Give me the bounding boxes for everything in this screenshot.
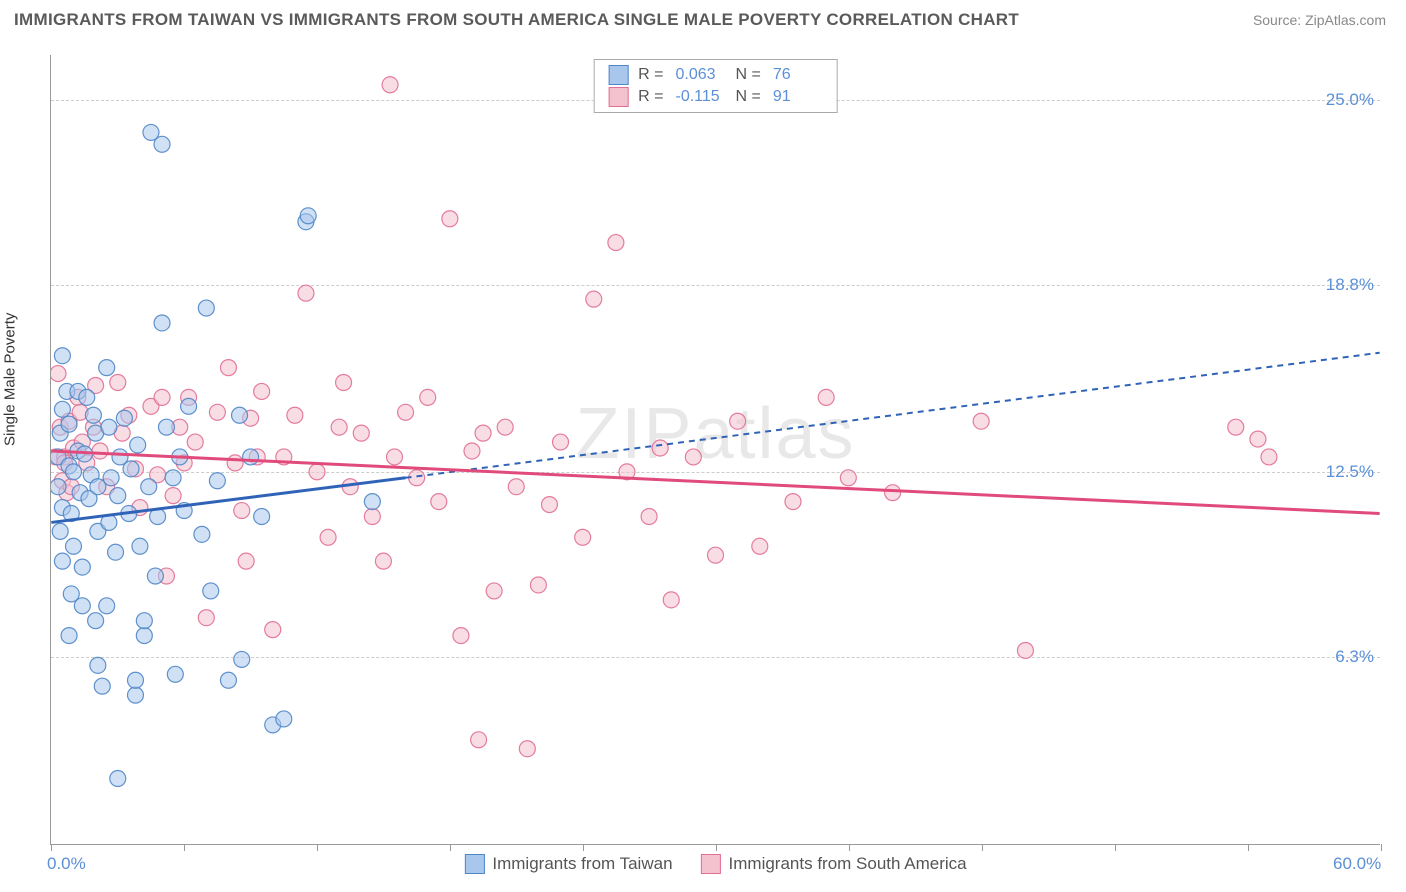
x-tick — [184, 844, 185, 851]
x-tick — [1115, 844, 1116, 851]
legend-item-2: Immigrants from South America — [701, 854, 967, 874]
r-label: R = — [638, 88, 663, 106]
swatch-icon — [464, 854, 484, 874]
x-tick — [716, 844, 717, 851]
x-tick — [849, 844, 850, 851]
correlation-legend: R = 0.063 N = 76 R = -0.115 N = 91 — [593, 59, 838, 113]
r-label: R = — [638, 66, 663, 84]
x-tick — [1381, 844, 1382, 851]
chart-container: IMMIGRANTS FROM TAIWAN VS IMMIGRANTS FRO… — [0, 0, 1406, 892]
x-tick-label: 60.0% — [1333, 854, 1381, 874]
scatter-svg — [51, 55, 1380, 844]
x-tick — [1248, 844, 1249, 851]
n-value: 91 — [773, 88, 823, 106]
swatch-icon — [608, 87, 628, 107]
x-tick — [317, 844, 318, 851]
x-tick — [450, 844, 451, 851]
swatch-icon — [608, 65, 628, 85]
legend-item-1: Immigrants from Taiwan — [464, 854, 672, 874]
n-value: 76 — [773, 66, 823, 84]
source-label: Source: ZipAtlas.com — [1253, 12, 1386, 28]
legend-row-series-1: R = 0.063 N = 76 — [608, 64, 823, 86]
n-label: N = — [736, 66, 761, 84]
x-tick-label: 0.0% — [47, 854, 86, 874]
legend-label: Immigrants from South America — [729, 854, 967, 874]
n-label: N = — [736, 88, 761, 106]
plot-area: ZIPatlas R = 0.063 N = 76 R = -0.115 N =… — [50, 55, 1380, 845]
swatch-icon — [701, 854, 721, 874]
x-tick — [583, 844, 584, 851]
chart-title: IMMIGRANTS FROM TAIWAN VS IMMIGRANTS FRO… — [14, 10, 1019, 30]
y-axis-label: Single Male Poverty — [2, 313, 19, 446]
x-tick — [51, 844, 52, 851]
legend-label: Immigrants from Taiwan — [492, 854, 672, 874]
series-legend: Immigrants from Taiwan Immigrants from S… — [464, 854, 966, 874]
x-tick — [982, 844, 983, 851]
legend-row-series-2: R = -0.115 N = 91 — [608, 86, 823, 108]
r-value: 0.063 — [676, 66, 726, 84]
r-value: -0.115 — [676, 88, 726, 106]
